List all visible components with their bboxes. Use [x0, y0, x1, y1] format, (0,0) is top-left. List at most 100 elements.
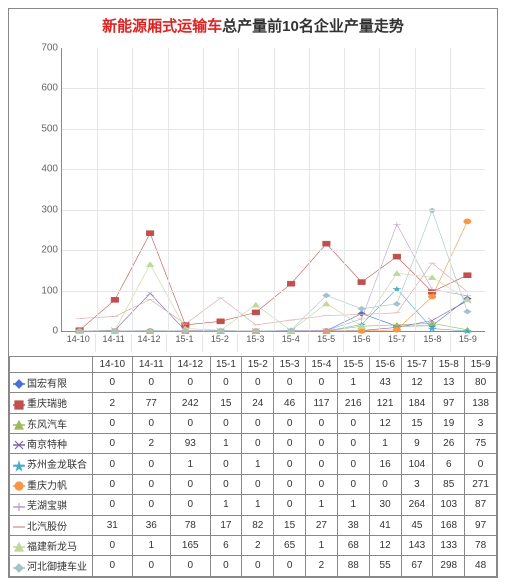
data-cell: 216 — [337, 393, 369, 413]
series-marker — [428, 294, 436, 299]
data-cell: 0 — [242, 474, 274, 494]
data-cell: 0 — [210, 454, 242, 474]
series-marker — [287, 281, 295, 286]
data-cell: 78 — [171, 515, 211, 535]
data-cell: 93 — [171, 434, 211, 454]
data-cell: 0 — [93, 454, 133, 474]
table-row: 河北御捷车业000000288556729848 — [10, 556, 497, 576]
data-cell: 97 — [433, 393, 465, 413]
data-cell: 3 — [401, 474, 433, 494]
data-cell: 133 — [433, 535, 465, 555]
data-cell: 0 — [465, 454, 497, 474]
series-marker — [358, 316, 366, 321]
series-marker — [393, 301, 401, 306]
data-cell: 1 — [242, 454, 274, 474]
x-tick-label: 15-9 — [451, 334, 485, 352]
x-tick-label: 15-7 — [380, 334, 415, 352]
x-tick-label: 14-12 — [132, 334, 167, 352]
data-cell: 1 — [337, 495, 369, 515]
data-cell: 0 — [274, 434, 306, 454]
data-cell: 13 — [433, 373, 465, 393]
series-marker — [428, 275, 436, 280]
series-marker — [323, 293, 331, 298]
data-cell: 1 — [337, 373, 369, 393]
data-cell: 242 — [171, 393, 211, 413]
data-cell: 15 — [210, 393, 242, 413]
table-row: 福建新龙马0116562651681214313378 — [10, 535, 497, 555]
series-marker — [358, 280, 366, 285]
series-marker — [146, 262, 154, 267]
data-cell: 43 — [369, 373, 401, 393]
data-cell: 0 — [274, 373, 306, 393]
v-gridline — [132, 48, 133, 331]
data-cell: 2 — [242, 535, 274, 555]
data-cell: 1 — [210, 495, 242, 515]
data-cell: 67 — [401, 556, 433, 576]
column-header: 14-11 — [132, 357, 171, 373]
data-cell: 0 — [132, 454, 171, 474]
y-tick-label: 200 — [41, 245, 58, 256]
data-cell: 0 — [306, 454, 338, 474]
data-cell: 80 — [465, 373, 497, 393]
data-cell: 0 — [171, 556, 211, 576]
series-marker — [323, 241, 331, 246]
y-tick-label: 400 — [41, 164, 58, 175]
data-cell: 27 — [306, 515, 338, 535]
data-cell: 75 — [465, 434, 497, 454]
data-cell: 15 — [274, 515, 306, 535]
data-cell: 82 — [242, 515, 274, 535]
table-header-row: 14-1014-1114-1215-115-215-315-415-515-61… — [10, 357, 497, 373]
data-cell: 0 — [369, 474, 401, 494]
data-cell: 1 — [171, 454, 211, 474]
data-cell: 0 — [210, 373, 242, 393]
data-cell: 55 — [369, 556, 401, 576]
data-cell: 168 — [433, 515, 465, 535]
v-gridline — [379, 48, 380, 331]
v-gridline — [344, 48, 345, 331]
data-cell: 0 — [274, 474, 306, 494]
data-cell: 0 — [171, 373, 211, 393]
x-tick-label: 15-5 — [309, 334, 344, 352]
v-gridline — [238, 48, 239, 331]
data-cell: 298 — [433, 556, 465, 576]
series-name: 福建新龙马 — [27, 542, 77, 553]
column-header: 14-12 — [171, 357, 211, 373]
series-name-cell: 福建新龙马 — [10, 535, 93, 555]
data-cell: 12 — [369, 413, 401, 433]
y-tick-label: 700 — [41, 43, 58, 54]
table-row: 东风汽车000000001215193 — [10, 413, 497, 433]
x-tick-label: 15-1 — [167, 334, 202, 352]
data-cell: 103 — [433, 495, 465, 515]
series-marker — [217, 319, 225, 324]
data-cell: 41 — [369, 515, 401, 535]
data-cell: 165 — [171, 535, 211, 555]
series-name-cell: 南京特种 — [10, 434, 93, 454]
title-rest: 总产量前10名企业产量走势 — [222, 18, 404, 35]
data-cell: 0 — [93, 535, 133, 555]
data-cell: 0 — [210, 413, 242, 433]
data-cell: 0 — [132, 413, 171, 433]
data-cell: 0 — [274, 454, 306, 474]
data-cell: 6 — [433, 454, 465, 474]
data-cell: 0 — [132, 474, 171, 494]
data-cell: 26 — [433, 434, 465, 454]
data-cell: 0 — [171, 413, 211, 433]
data-table-body: 14-1014-1114-1215-115-215-315-415-515-61… — [10, 357, 497, 577]
series-marker — [393, 222, 401, 227]
data-cell: 15 — [401, 413, 433, 433]
data-cell: 1 — [306, 495, 338, 515]
data-cell: 0 — [132, 495, 171, 515]
data-cell: 0 — [171, 474, 211, 494]
v-gridline — [309, 48, 310, 331]
data-cell: 0 — [306, 474, 338, 494]
series-marker — [252, 302, 260, 307]
x-tick-label: 14-10 — [61, 334, 96, 352]
table-row: 北汽股份3136781782152738414516897 — [10, 515, 497, 535]
data-cell: 0 — [306, 413, 338, 433]
series-name-cell: 芜湖宝骐 — [10, 495, 93, 515]
x-axis-labels: 14-1014-1114-1215-115-215-315-415-515-61… — [61, 334, 485, 352]
data-cell: 12 — [369, 535, 401, 555]
y-tick-label: 600 — [41, 83, 58, 94]
column-header: 15-5 — [337, 357, 369, 373]
series-name: 重庆瑞驰 — [27, 399, 67, 410]
